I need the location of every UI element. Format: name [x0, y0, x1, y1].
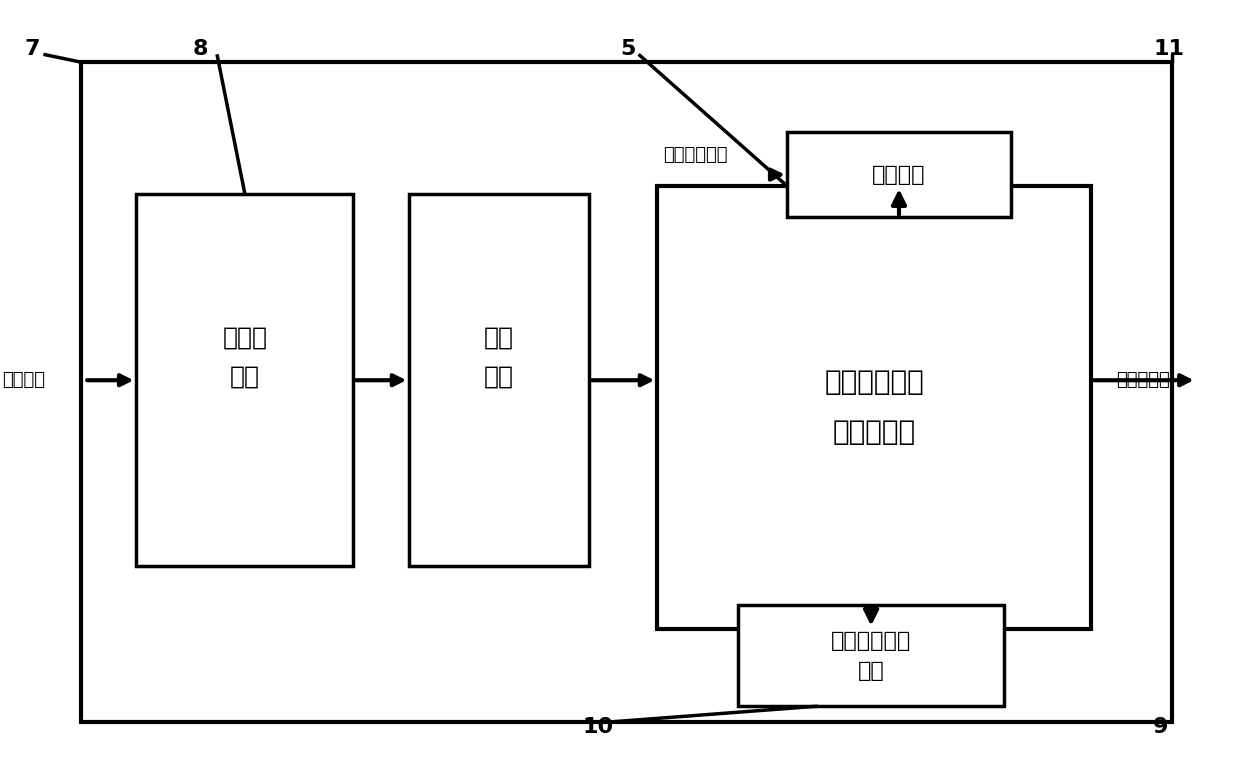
Text: 差分进化算法
优化: 差分进化算法 优化	[831, 631, 911, 681]
Text: 高精化验数据: 高精化验数据	[663, 146, 728, 165]
FancyBboxPatch shape	[787, 132, 1011, 217]
FancyBboxPatch shape	[657, 186, 1091, 629]
Text: 11: 11	[1153, 39, 1184, 59]
Text: 8: 8	[192, 39, 207, 59]
Text: 5: 5	[620, 39, 635, 59]
Text: 9: 9	[1153, 717, 1168, 737]
Text: 输出预报值: 输出预报值	[1116, 371, 1169, 390]
FancyBboxPatch shape	[738, 605, 1004, 706]
Text: 7: 7	[25, 39, 40, 59]
FancyBboxPatch shape	[409, 194, 589, 566]
Text: 混沌
分析: 混沌 分析	[484, 325, 515, 389]
Text: 输入数据: 输入数据	[2, 371, 46, 390]
FancyBboxPatch shape	[81, 62, 1172, 722]
FancyBboxPatch shape	[136, 194, 353, 566]
Text: 数据预
处理: 数据预 处理	[222, 325, 268, 389]
Text: 最小二乘支持
向量机模型: 最小二乘支持 向量机模型	[825, 369, 924, 446]
Text: 10: 10	[583, 717, 614, 737]
Text: 模型更新: 模型更新	[872, 165, 926, 185]
